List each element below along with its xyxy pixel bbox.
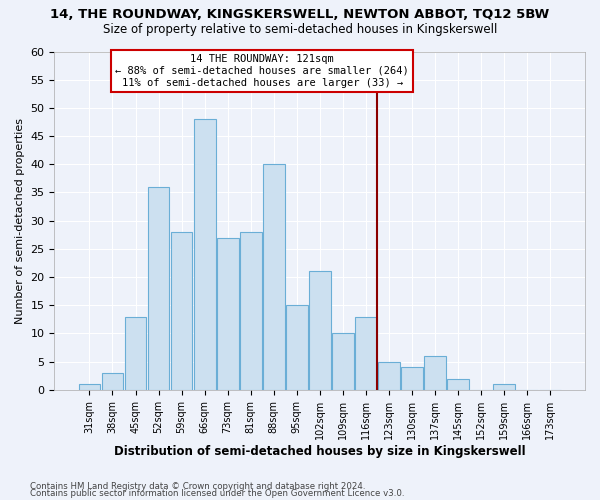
Bar: [101, 373, 124, 390]
Bar: [424, 356, 446, 390]
Bar: [263, 164, 284, 390]
Bar: [217, 238, 239, 390]
Bar: [309, 272, 331, 390]
Bar: [239, 232, 262, 390]
Bar: [447, 378, 469, 390]
Text: Contains public sector information licensed under the Open Government Licence v3: Contains public sector information licen…: [30, 489, 404, 498]
Text: Size of property relative to semi-detached houses in Kingskerswell: Size of property relative to semi-detach…: [103, 22, 497, 36]
Bar: [125, 316, 146, 390]
Bar: [378, 362, 400, 390]
Text: Contains HM Land Registry data © Crown copyright and database right 2024.: Contains HM Land Registry data © Crown c…: [30, 482, 365, 491]
Bar: [401, 368, 423, 390]
Bar: [286, 306, 308, 390]
Y-axis label: Number of semi-detached properties: Number of semi-detached properties: [15, 118, 25, 324]
Bar: [355, 316, 377, 390]
Bar: [194, 119, 215, 390]
Bar: [170, 232, 193, 390]
Text: 14 THE ROUNDWAY: 121sqm
← 88% of semi-detached houses are smaller (264)
11% of s: 14 THE ROUNDWAY: 121sqm ← 88% of semi-de…: [115, 54, 409, 88]
Bar: [332, 334, 353, 390]
Text: 14, THE ROUNDWAY, KINGSKERSWELL, NEWTON ABBOT, TQ12 5BW: 14, THE ROUNDWAY, KINGSKERSWELL, NEWTON …: [50, 8, 550, 20]
Bar: [148, 187, 169, 390]
Bar: [79, 384, 100, 390]
Bar: [493, 384, 515, 390]
X-axis label: Distribution of semi-detached houses by size in Kingskerswell: Distribution of semi-detached houses by …: [114, 444, 526, 458]
